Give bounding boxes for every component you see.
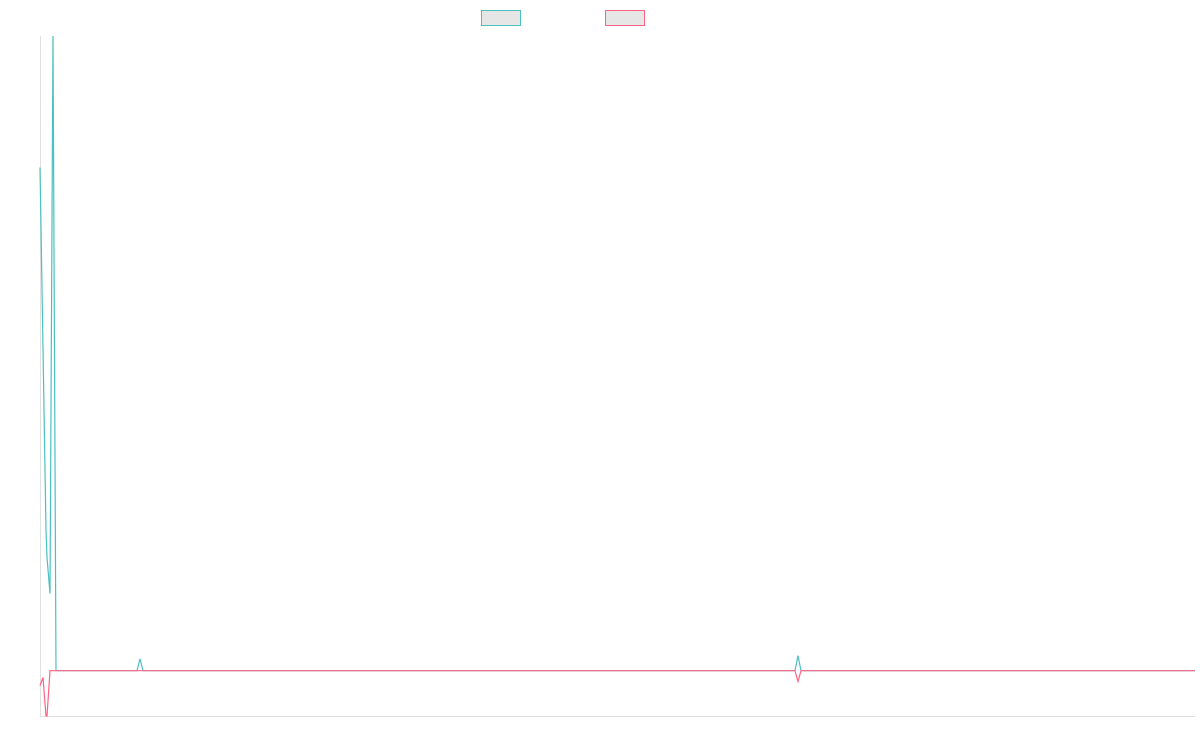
series-line [39, 670, 1195, 717]
series-line [39, 35, 1195, 672]
legend-swatch[interactable] [481, 10, 521, 26]
legend-swatch[interactable] [605, 10, 645, 26]
